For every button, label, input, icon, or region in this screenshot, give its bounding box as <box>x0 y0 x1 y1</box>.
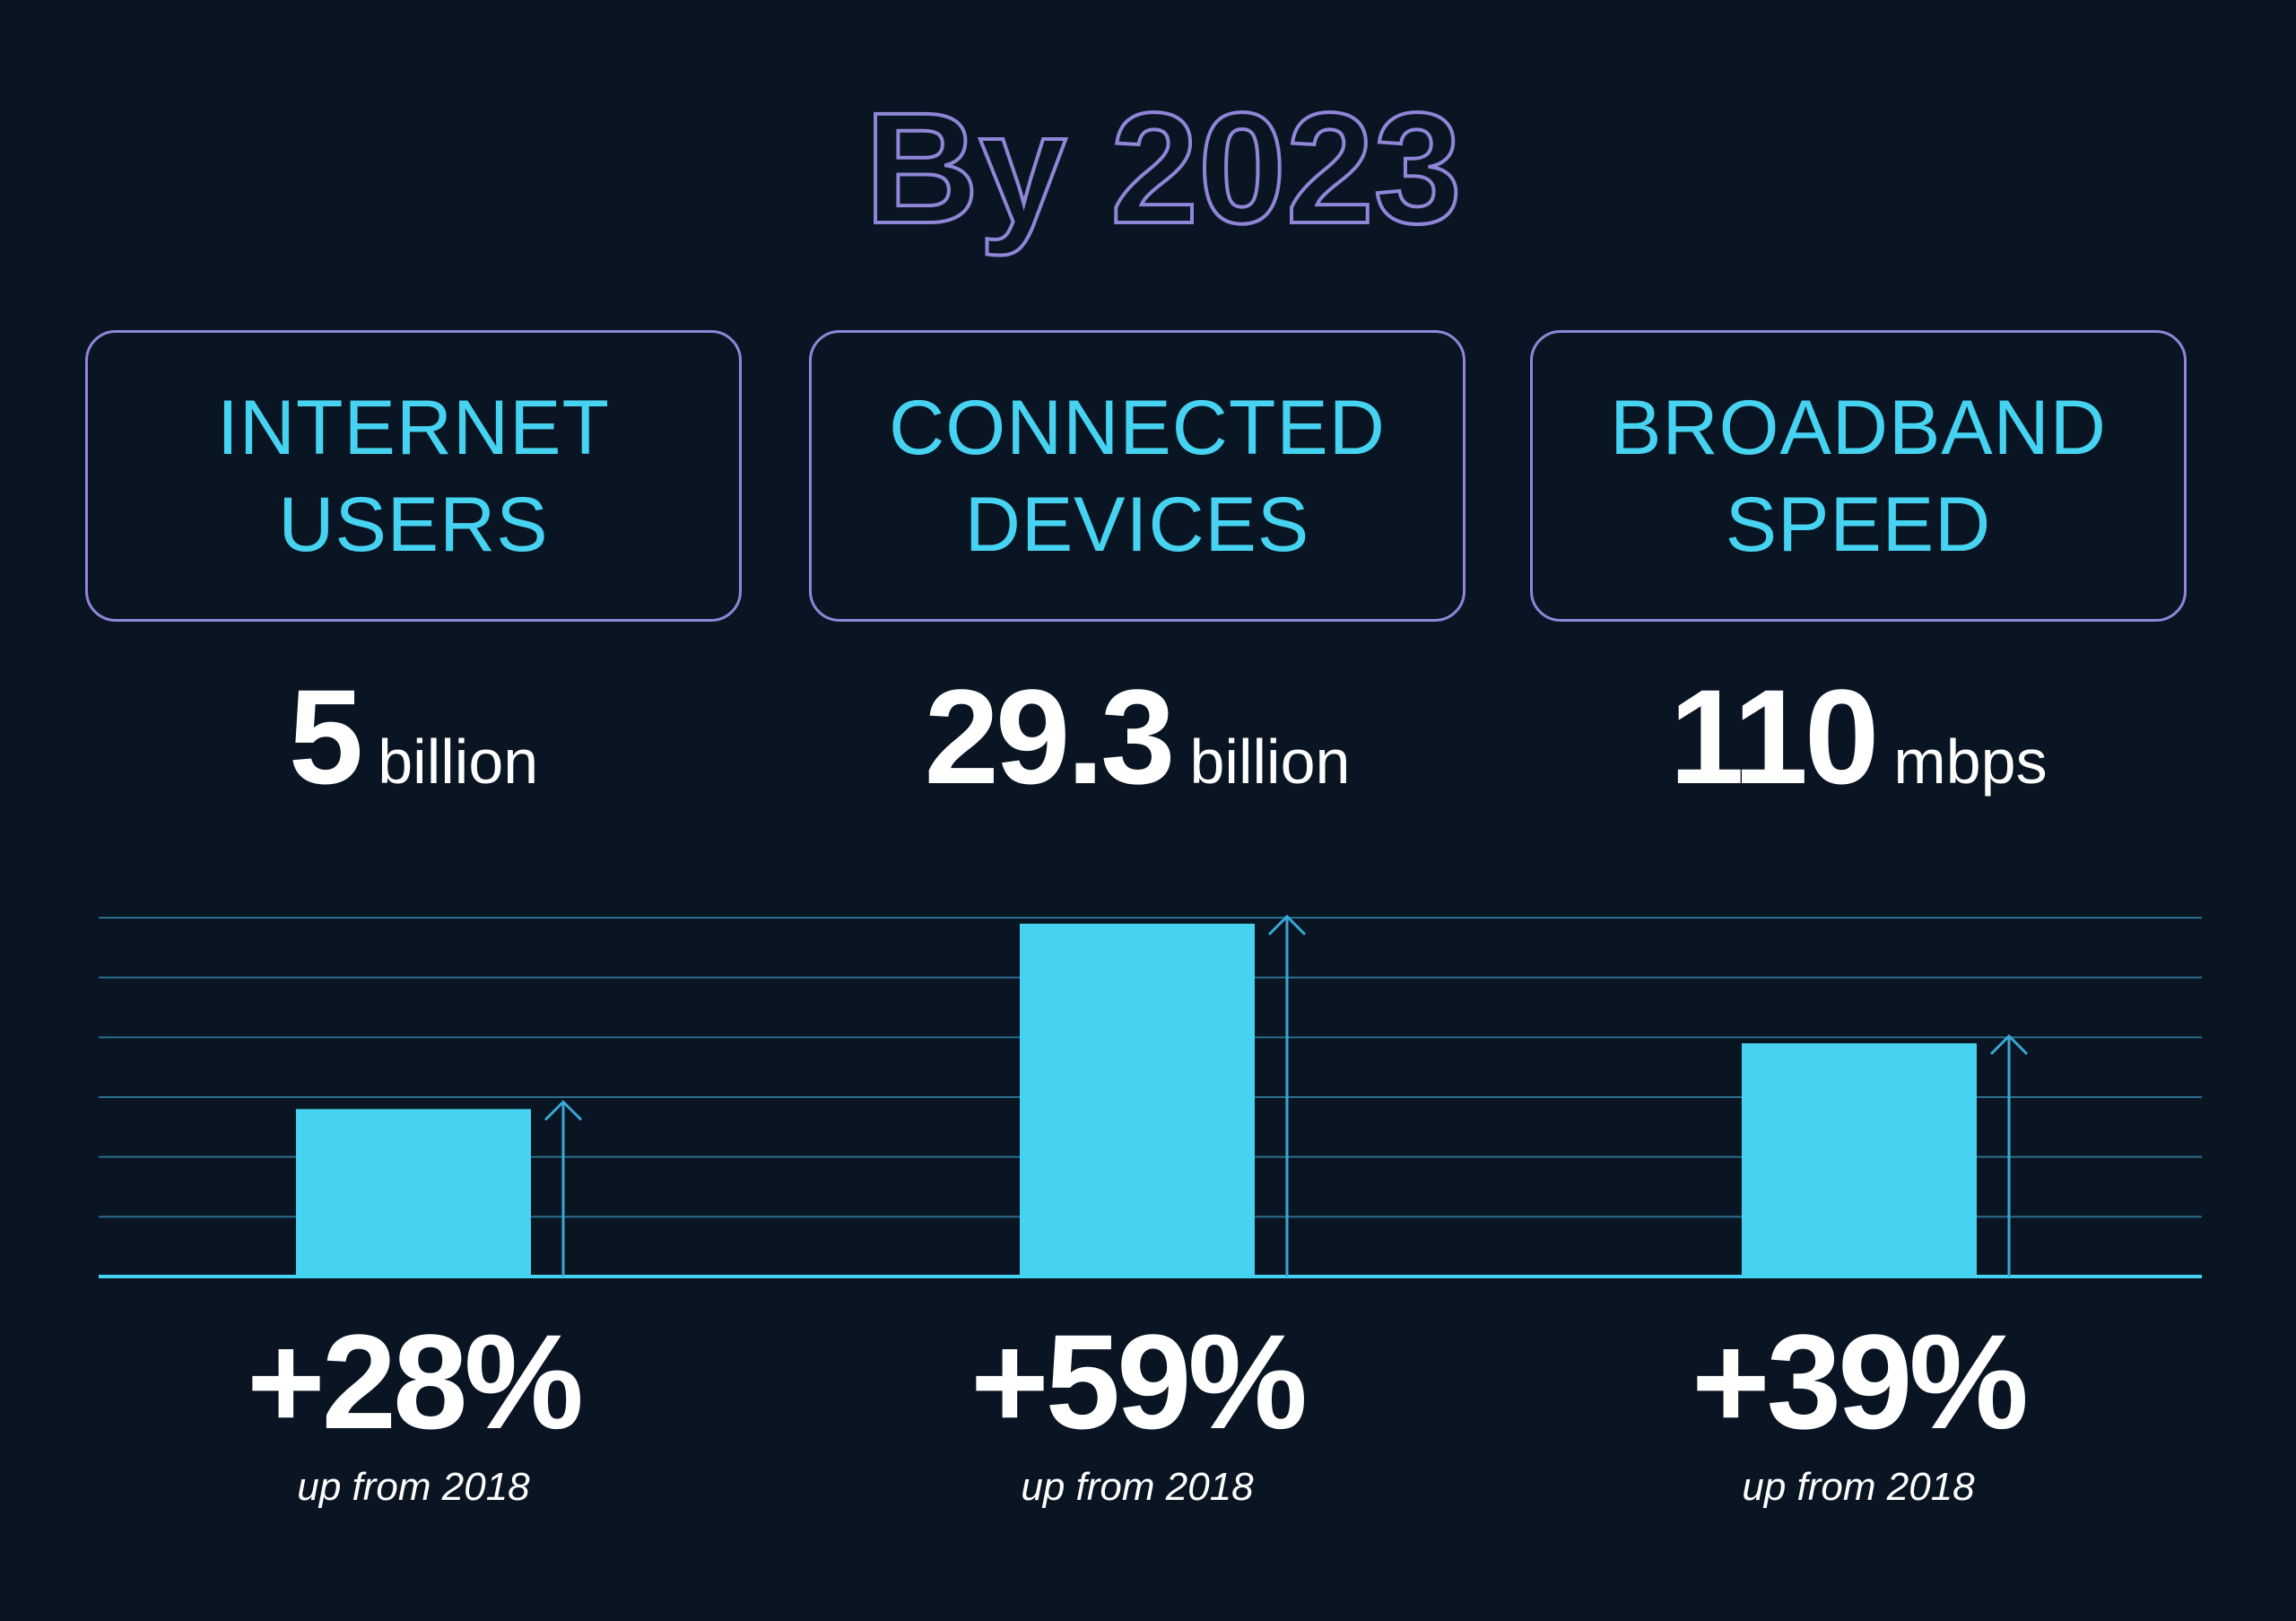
metric-label-line: BROADBAND <box>1610 384 2107 471</box>
metric-label-line: CONNECTED <box>889 384 1386 471</box>
metric-label-line: USERS <box>278 481 549 568</box>
growth-note-internet-users: up from 2018 <box>297 1465 530 1509</box>
metric-label-box-internet-users: INTERNET USERS <box>85 330 742 622</box>
growth-arrow-3 <box>1989 1033 2029 1277</box>
metric-label-box-connected-devices: CONNECTED DEVICES <box>809 330 1465 622</box>
page-title: By 2023 <box>0 85 2296 283</box>
metric-value-broadband-speed: 110 mbps <box>1530 659 2187 812</box>
growth-label-connected-devices: +59% <box>970 1306 1308 1457</box>
chart-arrows <box>544 914 2029 1277</box>
chart-bars <box>296 923 1977 1277</box>
metric-value-unit: mbps <box>1893 727 2048 797</box>
metric-value-unit: billion <box>378 727 539 797</box>
bar-3 <box>1742 1043 1977 1277</box>
metric-value-connected-devices: 29.3 billion <box>809 659 1465 812</box>
metric-value-unit: billion <box>1189 727 1351 797</box>
metric-value-number: 110 <box>1669 661 1879 812</box>
growth-arrow-1 <box>544 1100 583 1277</box>
bar-1 <box>296 1109 531 1277</box>
bar-2 <box>1020 923 1255 1277</box>
metric-label-line: INTERNET <box>217 384 610 471</box>
metric-label-line: DEVICES <box>964 481 1310 568</box>
metric-label-line: SPEED <box>1725 481 1992 568</box>
metric-value-number: 29.3 <box>924 661 1176 812</box>
growth-arrow-2 <box>1267 914 1307 1277</box>
metric-label-box-broadband-speed: BROADBAND SPEED <box>1530 330 2187 622</box>
metric-value-number: 5 <box>288 661 363 812</box>
metric-value-internet-users: 5 billion <box>85 659 742 812</box>
growth-note-broadband-speed: up from 2018 <box>1742 1465 1975 1509</box>
title-text: By 2023 <box>865 85 1461 257</box>
growth-label-broadband-speed: +39% <box>1692 1306 2029 1457</box>
growth-note-connected-devices: up from 2018 <box>1021 1465 1254 1509</box>
growth-label-internet-users: +28% <box>247 1306 584 1457</box>
